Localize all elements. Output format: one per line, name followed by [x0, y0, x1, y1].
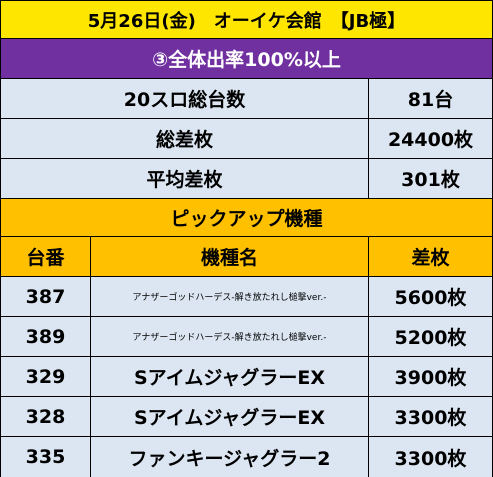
table-row: 329 SアイムジャグラーEX 3900枚 — [1, 357, 492, 397]
machine-name: アナザーゴッドハーデス-解き放たれし槌撃ver.- — [91, 317, 369, 356]
table-row: 387 アナザーゴッドハーデス-解き放たれし槌撃ver.- 5600枚 — [1, 277, 492, 317]
title-row: 5月26日(金) オーイケ会館 【JB極】 — [1, 1, 492, 39]
machine-diff: 3900枚 — [394, 367, 467, 389]
stat-row-total-diff: 総差枚 24400枚 — [1, 119, 492, 159]
table-row: 335 ファンキージャグラー2 3300枚 — [1, 437, 492, 477]
machine-number: 335 — [1, 437, 91, 477]
stat-value: 81台 — [407, 89, 454, 111]
machine-number: 387 — [1, 277, 91, 316]
table-row: 389 アナザーゴッドハーデス-解き放たれし槌撃ver.- 5200枚 — [1, 317, 492, 357]
subheader-text: ③全体出率100%以上 — [152, 49, 341, 71]
column-header-machine: 機種名 — [91, 237, 369, 276]
stat-row-total-machines: 20スロ総台数 81台 — [1, 79, 492, 119]
stat-label: 平均差枚 — [1, 159, 369, 198]
machine-number: 329 — [1, 357, 91, 396]
machine-name: ファンキージャグラー2 — [91, 437, 369, 477]
machine-name: SアイムジャグラーEX — [91, 357, 369, 396]
page-title: 5月26日(金) オーイケ会館 【JB極】 — [87, 10, 406, 32]
machine-name: アナザーゴッドハーデス-解き放たれし槌撃ver.- — [91, 277, 369, 316]
stat-value: 24400枚 — [387, 129, 474, 151]
subheader-row: ③全体出率100%以上 — [1, 39, 492, 79]
pickup-title-row: ピックアップ機種 — [1, 199, 492, 237]
machine-diff: 5600枚 — [394, 287, 467, 309]
stat-value: 301枚 — [401, 169, 460, 191]
machine-number: 328 — [1, 397, 91, 436]
column-header-diff: 差枚 — [411, 247, 450, 269]
machine-diff: 5200枚 — [394, 327, 467, 349]
table-row: 328 SアイムジャグラーEX 3300枚 — [1, 397, 492, 437]
stat-label: 総差枚 — [1, 119, 369, 158]
pickup-title: ピックアップ機種 — [170, 208, 323, 230]
stat-row-average-diff: 平均差枚 301枚 — [1, 159, 492, 199]
column-header-number: 台番 — [1, 237, 91, 276]
machine-diff: 3300枚 — [394, 447, 467, 470]
machine-number: 389 — [1, 317, 91, 356]
stat-label: 20スロ総台数 — [1, 79, 369, 118]
machine-diff: 3300枚 — [394, 407, 467, 429]
machine-name: SアイムジャグラーEX — [91, 397, 369, 436]
table-header-row: 台番 機種名 差枚 — [1, 237, 492, 277]
